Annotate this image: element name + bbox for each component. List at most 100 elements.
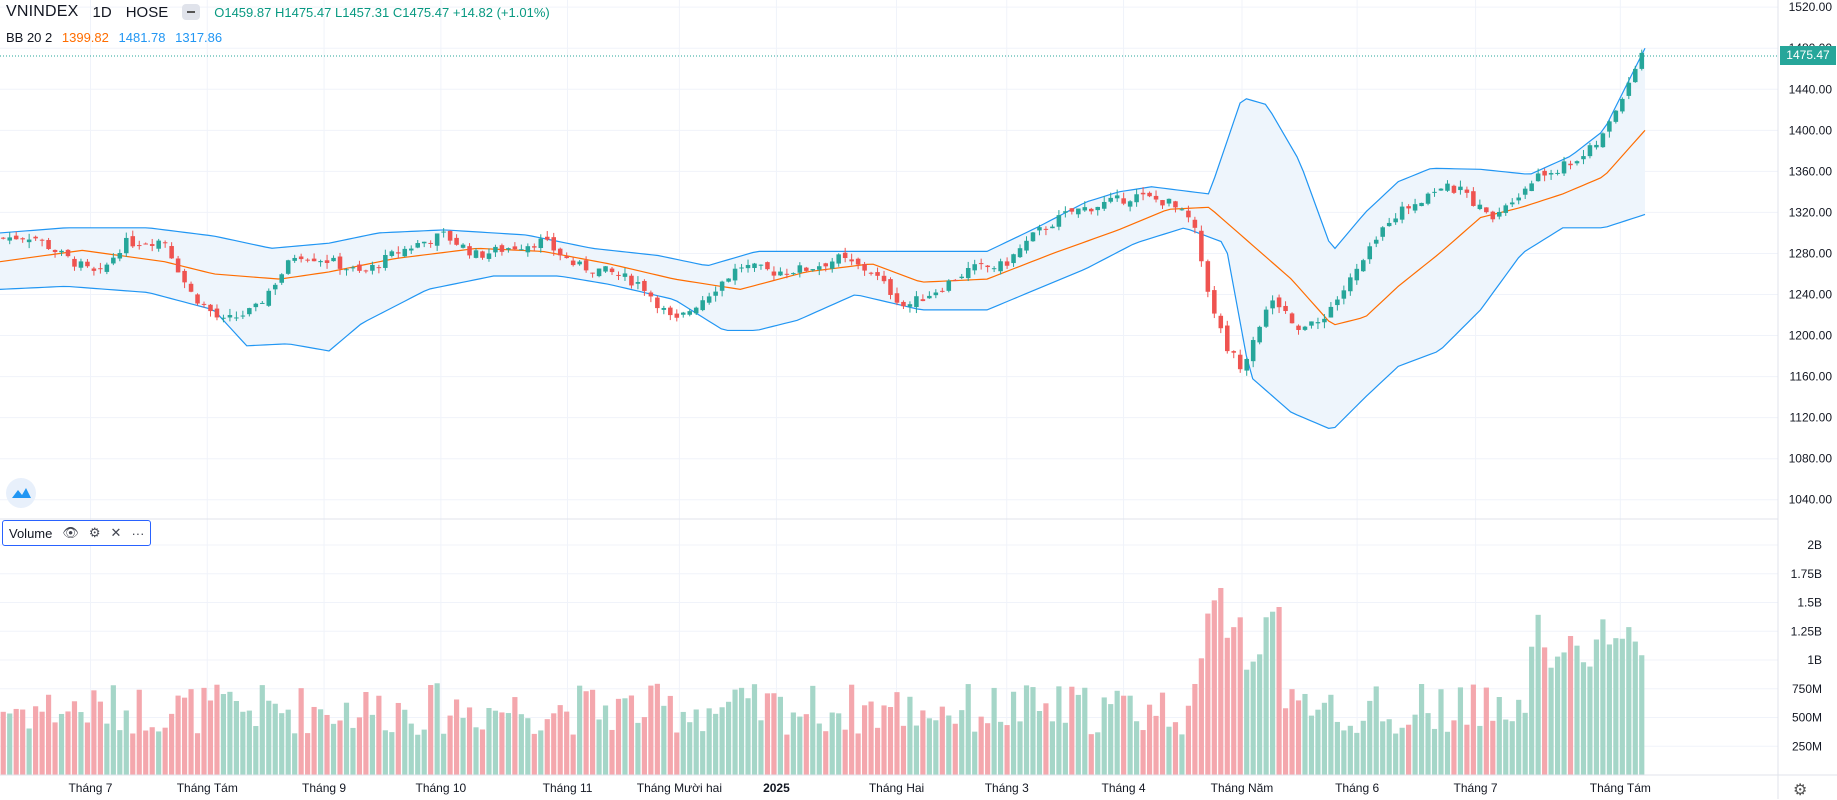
price-tick-label: 1080.00 xyxy=(1789,452,1833,466)
candle xyxy=(1302,326,1308,330)
candle xyxy=(1108,197,1113,202)
volume-bar xyxy=(538,730,544,775)
candle xyxy=(927,295,932,299)
tradingview-logo-icon[interactable] xyxy=(6,478,36,508)
candle xyxy=(1173,201,1178,208)
candle xyxy=(1030,232,1036,242)
candle xyxy=(318,261,323,263)
volume-bar xyxy=(1302,693,1308,775)
time-tick-label: Tháng 7 xyxy=(1454,781,1498,795)
close-value: C1475.47 xyxy=(392,4,450,20)
volume-tick-label: 1.5B xyxy=(1797,596,1822,610)
candle xyxy=(959,276,965,279)
volume-bar xyxy=(551,713,557,775)
volume-legend[interactable]: Volume 👁 ⚙ ✕ ··· xyxy=(2,520,152,546)
candle xyxy=(85,261,90,267)
volume-bar xyxy=(1373,686,1379,775)
close-icon[interactable]: ✕ xyxy=(110,525,122,540)
volume-bar xyxy=(1561,652,1567,775)
candle xyxy=(564,256,569,259)
price-tick-label: 1280.00 xyxy=(1789,246,1833,260)
candle xyxy=(1212,290,1217,314)
candle xyxy=(778,271,783,276)
candle xyxy=(1309,321,1314,326)
bollinger-legend[interactable]: BB 20 2 1399.82 1481.78 1317.86 xyxy=(6,30,228,45)
candle xyxy=(493,246,498,253)
volume-bar xyxy=(1023,685,1030,775)
candle xyxy=(1082,207,1088,211)
candle xyxy=(344,269,349,271)
volume-bar xyxy=(1503,719,1509,775)
volume-bar xyxy=(395,702,401,775)
volume-bar xyxy=(156,731,162,775)
volume-bar xyxy=(492,710,499,775)
candle xyxy=(111,257,116,264)
settings-icon[interactable]: ⚙ xyxy=(1793,782,1808,799)
volume-bar xyxy=(1606,644,1612,775)
gear-icon[interactable]: ⚙ xyxy=(88,525,101,540)
volume-bar xyxy=(117,730,123,775)
candle xyxy=(894,293,900,303)
volume-bar xyxy=(350,727,356,775)
collapse-button[interactable] xyxy=(182,4,201,20)
candle xyxy=(700,300,705,311)
volume-bar xyxy=(745,698,751,775)
volume-bar xyxy=(1554,656,1561,775)
candle xyxy=(182,270,187,283)
volume-bar xyxy=(1017,721,1023,775)
bb-label: BB 20 2 xyxy=(6,30,53,45)
candle xyxy=(965,267,971,279)
time-axis: Tháng 7 Tháng Tám Tháng 9 Tháng 10 Tháng 11 T… xyxy=(68,781,1650,795)
candle xyxy=(875,272,880,276)
volume-bar xyxy=(635,722,641,775)
symbol-label[interactable]: VNINDEX xyxy=(6,3,79,20)
volume-bar xyxy=(1211,600,1217,775)
volume-bar xyxy=(732,689,738,775)
candle xyxy=(842,252,848,259)
volume-bar xyxy=(1587,666,1593,775)
volume-bar xyxy=(726,701,732,775)
candle xyxy=(629,275,634,286)
eye-icon[interactable]: 👁 xyxy=(62,525,79,540)
candle xyxy=(914,296,919,308)
volume-bar xyxy=(1166,726,1172,775)
candle xyxy=(583,260,589,271)
candle xyxy=(1490,211,1496,220)
volume-bar xyxy=(337,720,343,775)
candle xyxy=(655,297,660,309)
candle xyxy=(745,264,751,269)
volume-bar xyxy=(894,692,900,775)
candle xyxy=(635,282,641,284)
candle xyxy=(1419,202,1424,207)
candle xyxy=(1613,110,1619,122)
volume-bar xyxy=(330,723,337,775)
volume-bar xyxy=(97,701,103,775)
volume-series xyxy=(0,587,1645,775)
candle xyxy=(447,230,453,241)
candle xyxy=(1076,208,1081,215)
volume-bar xyxy=(356,717,363,775)
candle xyxy=(946,280,952,291)
candle xyxy=(149,244,155,246)
volume-bar xyxy=(1425,713,1431,775)
candle xyxy=(1147,192,1152,197)
candle xyxy=(570,260,576,266)
candle xyxy=(1620,98,1625,112)
more-icon[interactable]: ··· xyxy=(131,525,145,541)
volume-bar xyxy=(965,684,971,775)
volume-bar xyxy=(428,685,434,775)
candle xyxy=(713,291,718,296)
volume-bar xyxy=(1250,661,1256,775)
volume-bar xyxy=(207,700,214,775)
candle xyxy=(1328,306,1334,318)
volume-bar xyxy=(978,716,984,775)
volume-bar xyxy=(33,706,39,775)
interval-label[interactable]: 1D xyxy=(92,3,112,21)
volume-bar xyxy=(1580,662,1587,775)
volume-bar xyxy=(1315,709,1321,775)
candle xyxy=(33,236,38,239)
volume-bar xyxy=(1321,702,1328,775)
candle xyxy=(557,248,563,256)
volume-bar xyxy=(1062,722,1068,775)
